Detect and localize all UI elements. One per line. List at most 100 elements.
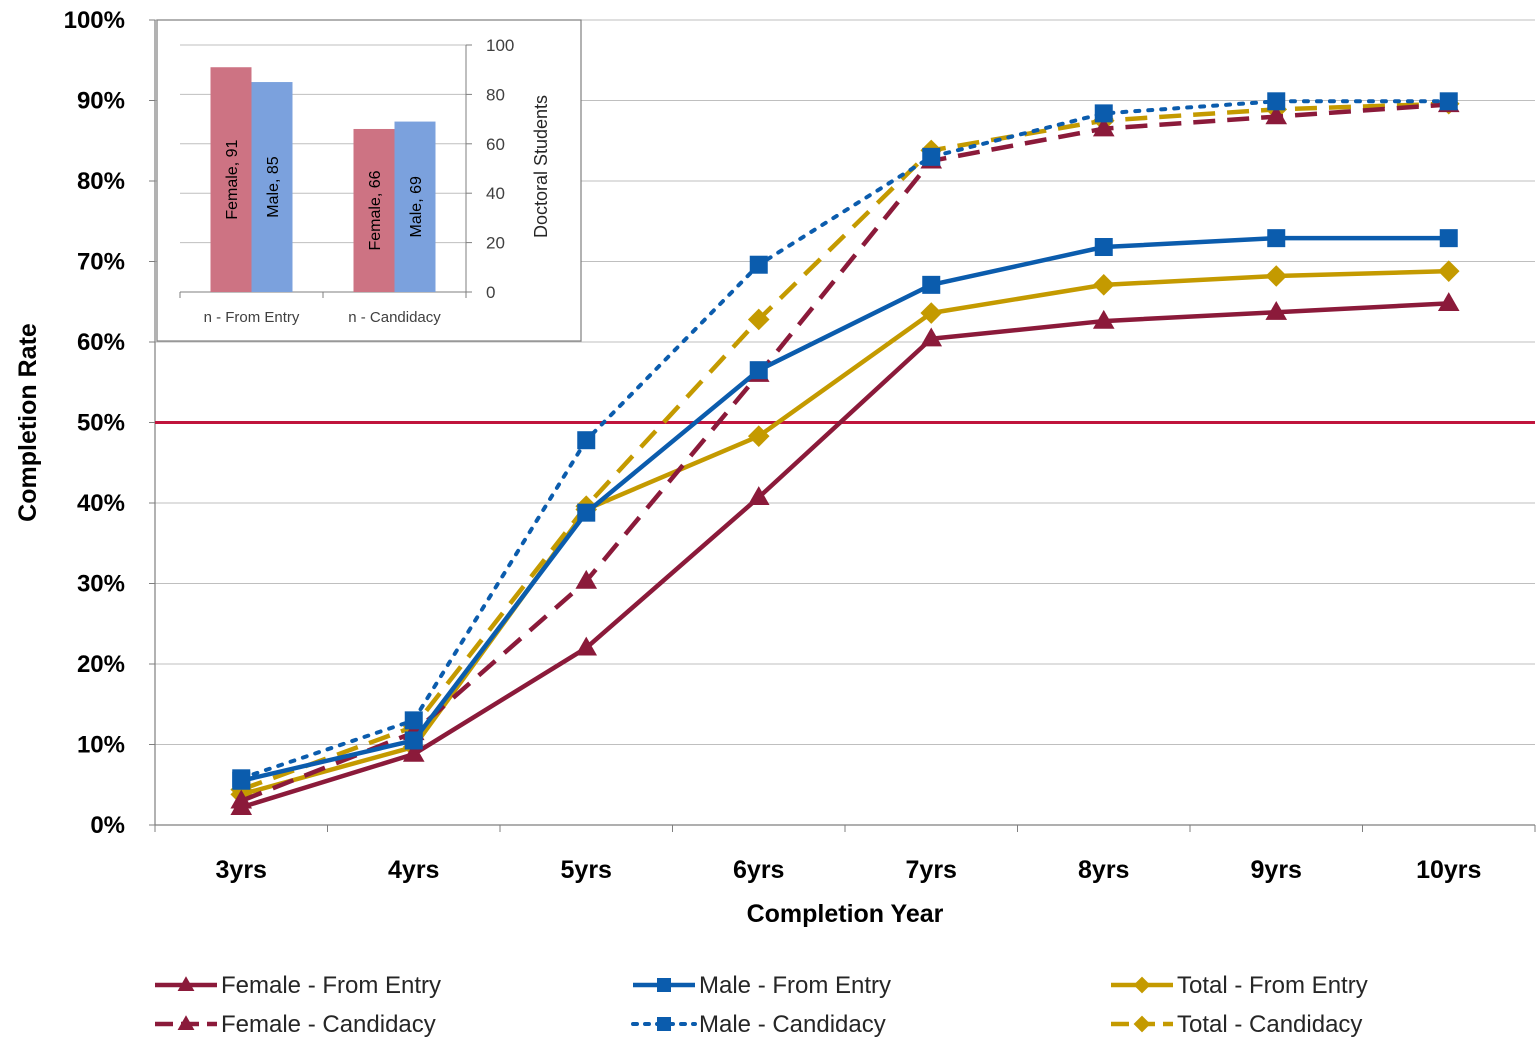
y-tick-label: 50% [77,410,125,437]
data-point [920,302,943,324]
x-axis-title: Completion Year [747,900,944,928]
data-point [1267,92,1286,111]
inset-category-label: n - Candidacy [348,309,441,326]
data-point [749,255,768,274]
legend-label: Male - From Entry [699,972,891,999]
data-point [404,731,423,750]
inset-bar-chart: 0 20 40 60 80 100 Female, 91 Male, 85 n - From E… [156,19,582,342]
data-point [577,503,596,522]
legend-label: Total - Candidacy [1177,1011,1362,1038]
legend-swatch-marker [177,976,195,991]
legend-item: Total - From Entry [1111,972,1368,999]
data-point [747,425,770,447]
x-tick-label: 9yrs [1251,856,1302,884]
data-point [749,361,768,380]
legend-label: Female - Candidacy [221,1011,436,1038]
legend-swatch-marker [1133,1015,1151,1033]
inset-category-label: n - From Entry [204,309,300,326]
legend-item: Male - From Entry [633,972,891,999]
series-male-candidacy [232,92,1458,788]
inset-bar-label: Female, 66 [367,170,384,250]
inset-bar [353,128,395,292]
legend-item: Male - Candidacy [631,1011,886,1038]
series-male-from-entry [232,229,1458,790]
y-tick-label: 30% [77,571,125,598]
inset-bar [394,121,436,292]
legend-item: Female - From Entry [155,972,441,999]
data-point [577,431,596,450]
inset-bar-label: Male, 69 [408,176,425,237]
inset-bar-label: Female, 91 [224,139,241,219]
data-point [1439,229,1458,248]
series-line [240,101,1449,792]
x-tick-label: 5yrs [561,856,612,884]
y-tick-label: 100% [64,7,125,34]
data-point [1267,229,1286,248]
data-point [230,796,253,815]
x-tick-label: 10yrs [1416,856,1481,884]
data-point [920,327,943,347]
data-point [575,636,598,656]
legend-swatch-marker [177,1015,195,1030]
legend-swatch-marker [1133,976,1151,994]
data-point [1265,300,1288,320]
y-tick-label: 60% [77,329,125,356]
y-tick-label: 20% [77,651,125,678]
y-tick-label: 40% [77,490,125,517]
y-tick-label: 80% [77,168,125,195]
data-point [1437,292,1460,312]
legend: Female - From Entry Male - From Entry Tota… [155,972,1368,1038]
data-point [922,275,941,294]
inset-y-tick-label: 60 [486,135,505,154]
inset-y-tick-label: 40 [486,184,505,203]
x-tick-label: 7yrs [906,856,957,884]
inset-bar [210,67,252,292]
data-point [575,569,598,589]
series-line [240,301,1449,810]
y-tick-label: 0% [90,812,125,839]
data-point [1092,274,1115,296]
data-point [1092,117,1115,137]
inset-y-tick-label: 0 [486,283,495,302]
series-line [240,235,1449,783]
x-tick-label: 8yrs [1078,856,1129,884]
series-line [240,102,1449,803]
data-point [747,486,770,506]
data-point [232,769,251,788]
legend-swatch-marker [657,978,671,992]
x-tick-label: 4yrs [388,856,439,884]
data-point [1265,265,1288,287]
data-point [1094,238,1113,257]
data-point [1092,309,1115,329]
legend-item: Female - Candidacy [155,1011,436,1038]
data-point [922,147,941,166]
data-point [404,711,423,730]
legend-label: Male - Candidacy [699,1011,886,1038]
series-line [239,99,1451,781]
inset-bar-label: Male, 85 [265,156,282,217]
data-point [1439,92,1458,111]
legend-swatch-marker [657,1017,671,1031]
legend-label: Total - From Entry [1177,972,1368,999]
x-tick-label: 3yrs [216,856,267,884]
y-axis-title: Completion Rate [14,323,42,522]
y-tick-label: 10% [77,732,125,759]
main-plot: 0% 10% 20% 30% 40% 50% 60% 70% 80% 90% 100% 3yrs 4yr… [14,7,1536,928]
y-tick-label: 90% [77,88,125,115]
data-point [402,742,425,762]
data-point [1265,105,1288,125]
inset-y-tick-label: 20 [486,234,505,253]
x-tick-label: 6yrs [733,856,784,884]
inset-bar [251,82,293,292]
data-point [1094,104,1113,123]
inset-y-axis-title: Doctoral Students [531,95,551,238]
series-female-from-entry [230,292,1460,815]
data-point [1437,260,1460,282]
y-tick-label: 70% [77,249,125,276]
legend-item: Total - Candidacy [1111,1011,1362,1038]
data-point [747,308,770,331]
inset-y-tick-label: 80 [486,85,505,104]
legend-label: Female - From Entry [221,972,441,999]
